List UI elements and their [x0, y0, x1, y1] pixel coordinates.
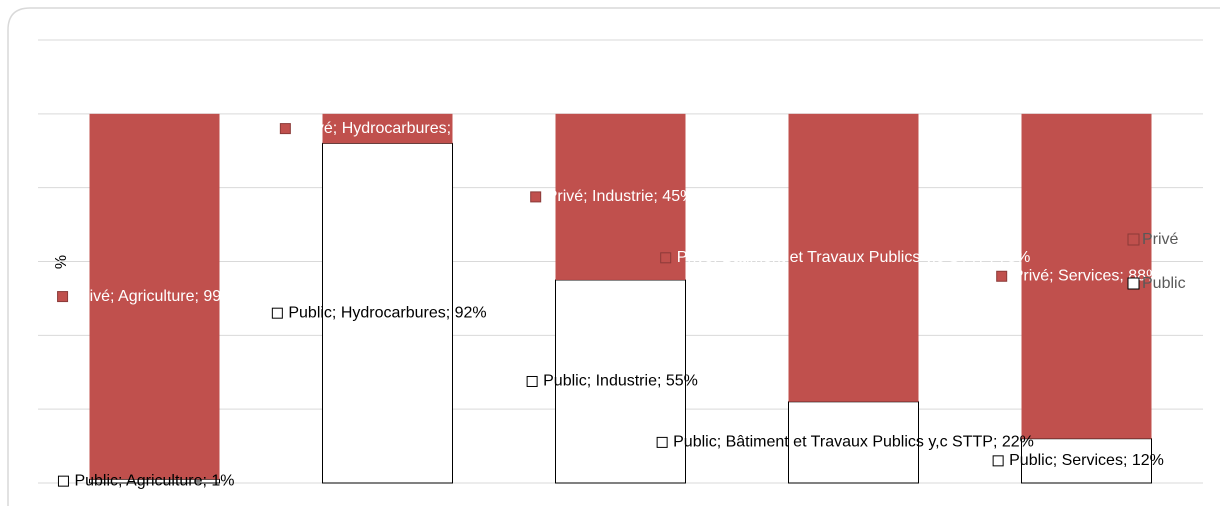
data-label: Privé; Agriculture; 99%: [74, 288, 236, 305]
bar-segment: [788, 113, 919, 402]
label-marker: [271, 307, 283, 319]
legend-label: Privé: [1142, 231, 1179, 248]
legend-swatch: [1127, 233, 1140, 246]
label-marker: [660, 252, 672, 264]
bar-segment: [1021, 438, 1152, 484]
data-label: Privé; Services; 88%: [1013, 267, 1161, 284]
bar-segment: [555, 279, 686, 484]
label-marker: [656, 436, 668, 448]
data-label: Privé; Bâtiment et Travaux Publics y,c S…: [677, 249, 1031, 266]
data-label: Privé; Industrie; 45%: [547, 188, 695, 205]
data-label: Public; Services; 12%: [1009, 452, 1164, 469]
legend-label: Public: [1142, 275, 1186, 292]
bar-segment: [555, 113, 686, 280]
bar-segment: [1021, 113, 1152, 439]
bar-segment: [89, 113, 220, 480]
label-marker: [279, 123, 291, 135]
label-marker: [992, 455, 1004, 467]
label-marker: [57, 291, 69, 303]
data-label: Privé; Hydrocarbures; 8%: [296, 120, 478, 137]
bar-segment: [788, 401, 919, 484]
label-marker: [996, 270, 1008, 282]
card-border: [7, 7, 1220, 506]
label-marker: [526, 375, 538, 387]
data-label: Public; Agriculture; 1%: [74, 472, 234, 489]
bar-segment: [322, 113, 453, 144]
label-marker: [57, 475, 69, 487]
data-label: Public; Bâtiment et Travaux Publics y,c …: [673, 434, 1034, 451]
data-label: Public; Industrie; 55%: [543, 373, 698, 390]
label-marker: [530, 191, 542, 203]
legend-swatch: [1127, 277, 1140, 290]
bar-segment: [322, 142, 453, 484]
data-label: Public; Hydrocarbures; 92%: [288, 304, 486, 321]
